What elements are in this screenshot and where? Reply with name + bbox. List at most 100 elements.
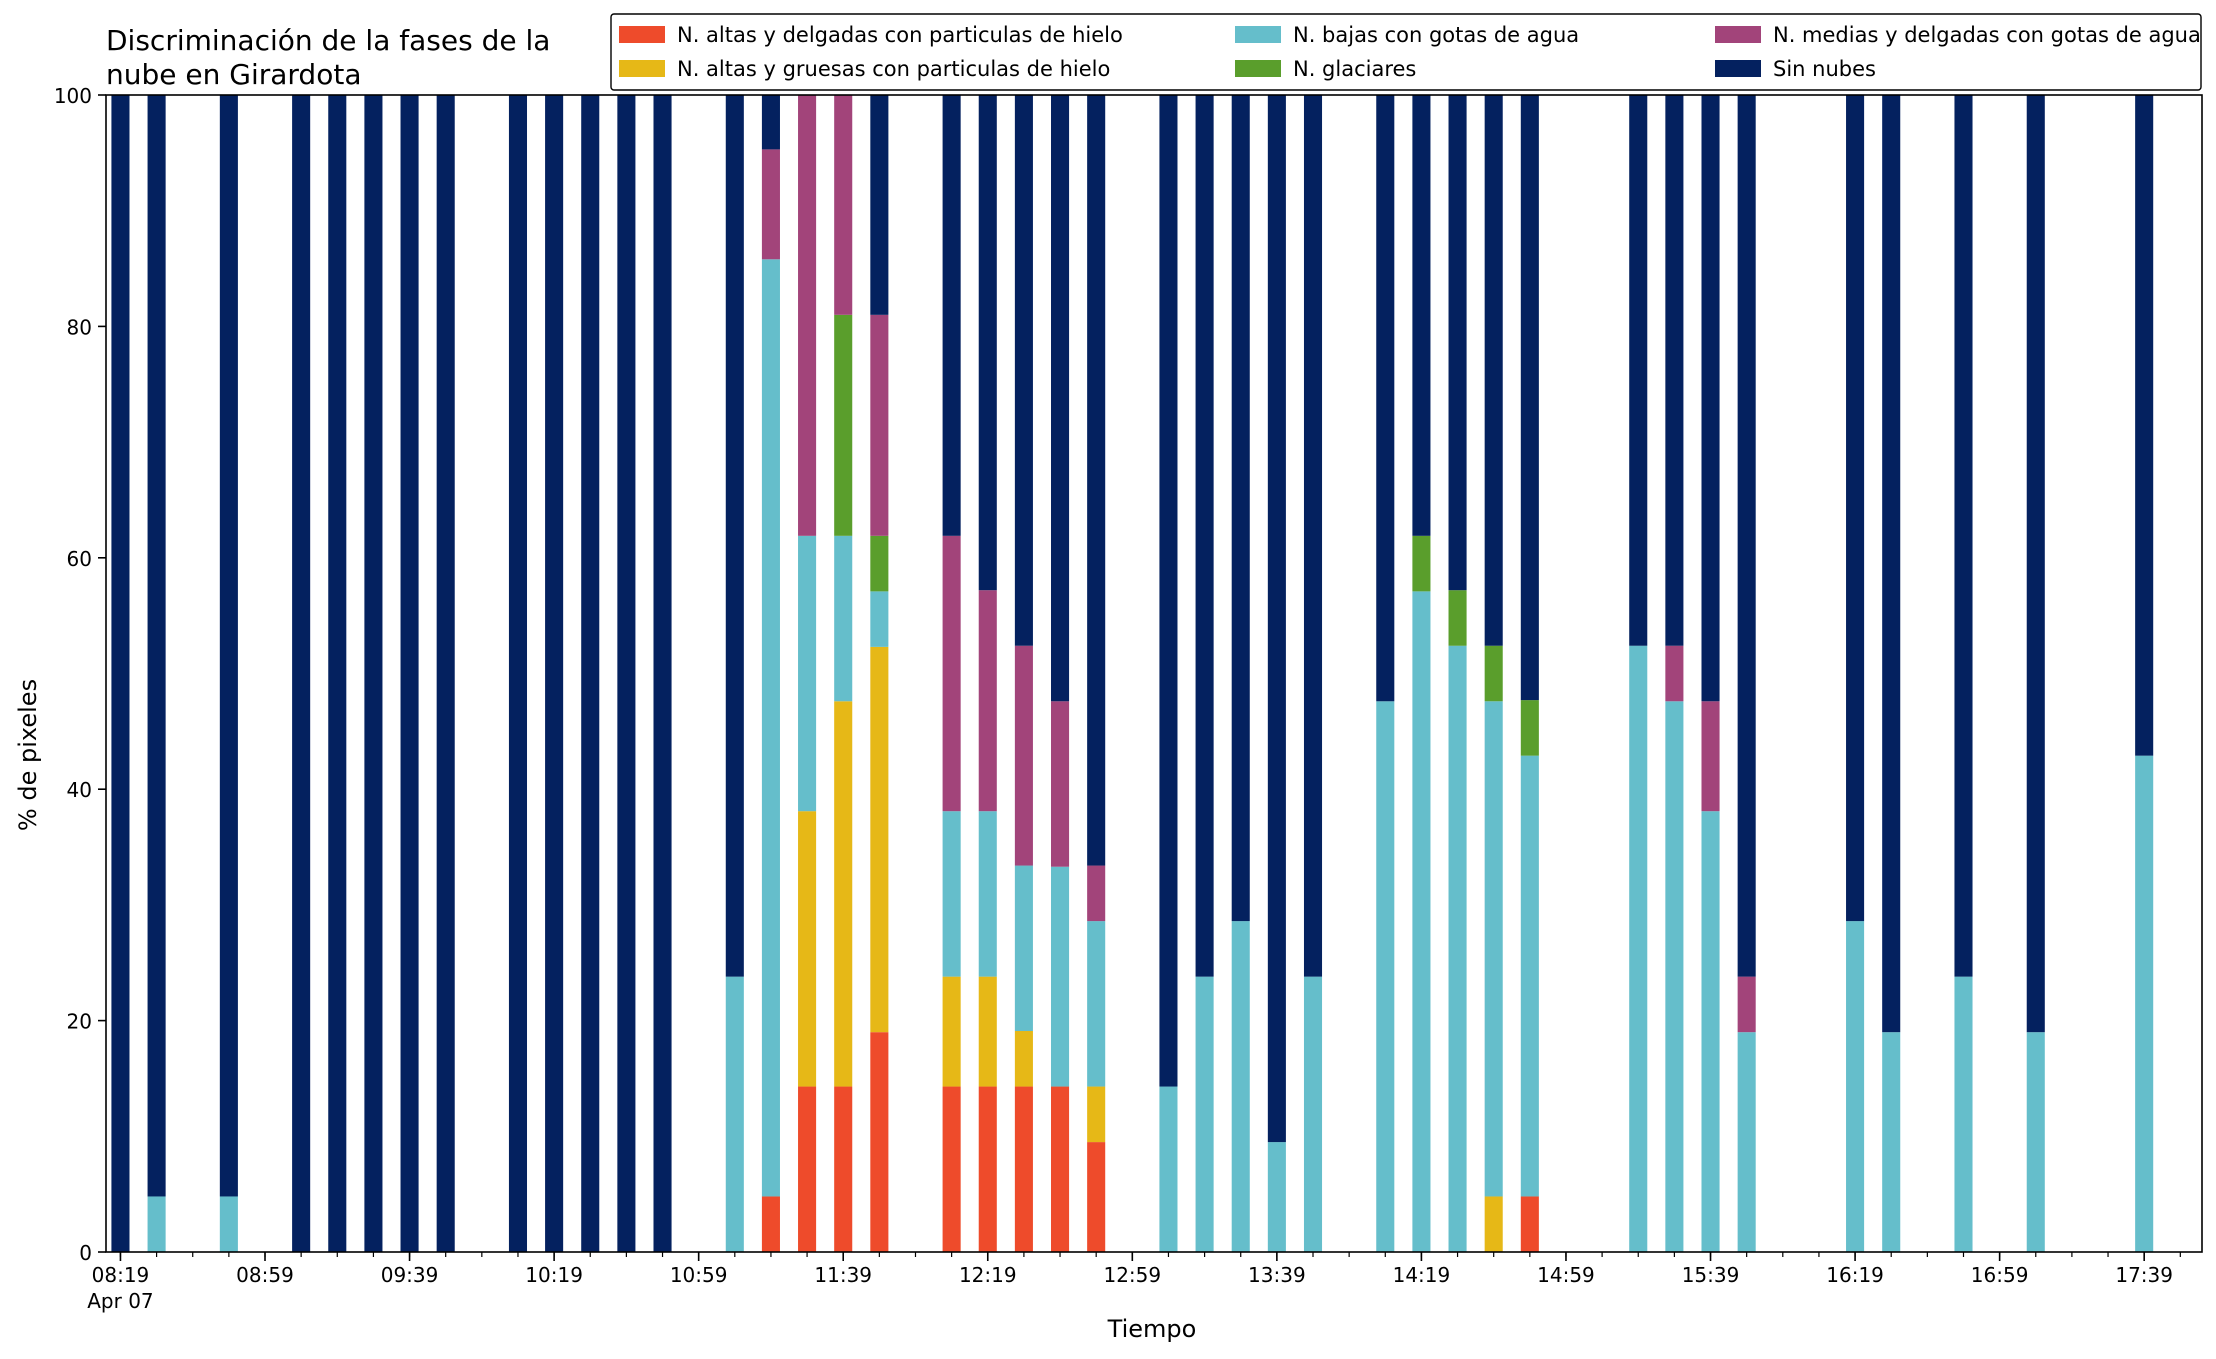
- bar-stack: [147, 95, 166, 1252]
- bar-segment: [1014, 645, 1033, 866]
- bar-segment: [1448, 645, 1467, 1252]
- bar-stack: [1195, 95, 1214, 1252]
- bar-stack: [1159, 95, 1178, 1252]
- bar-segment: [870, 95, 889, 315]
- bar-segment: [834, 701, 853, 1087]
- bar-stack: [219, 95, 238, 1252]
- bar-segment: [1484, 1196, 1503, 1252]
- bar-segment: [870, 646, 889, 1033]
- bar-segment: [1954, 976, 1973, 1252]
- bar-segment: [1484, 701, 1503, 1197]
- bar-segment: [978, 590, 997, 812]
- bar-segment: [1303, 95, 1323, 977]
- bar-segment: [1014, 95, 1033, 646]
- bar-segment: [1195, 95, 1214, 977]
- bar-stack: [1520, 95, 1539, 1252]
- legend-label: N. medias y delgadas con gotas de agua: [1773, 23, 2201, 47]
- legend-label: N. altas y delgadas con particulas de hi…: [677, 23, 1123, 47]
- x-tick-label: 17:39: [2115, 1263, 2173, 1287]
- x-axis-label: Tiempo: [1107, 1315, 1197, 1343]
- legend-label: N. bajas con gotas de agua: [1293, 23, 1579, 47]
- bar-stack: [1231, 95, 1250, 1252]
- chart-title: Discriminación de la fases de la nube en …: [106, 24, 550, 91]
- bar-segment: [1267, 1142, 1286, 1252]
- bar-stack: [870, 95, 889, 1252]
- bar-segment: [400, 95, 419, 1252]
- x-tick-label: 15:39: [1682, 1263, 1740, 1287]
- bar-segment: [2026, 95, 2045, 1033]
- bar-segment: [761, 149, 780, 260]
- bar-segment: [1231, 95, 1250, 922]
- bar-segment: [1484, 645, 1503, 702]
- bar-segment: [725, 976, 744, 1252]
- legend-swatch: [1715, 60, 1761, 77]
- bar-segment: [1014, 1031, 1033, 1087]
- x-tick-label: 09:39: [381, 1263, 439, 1287]
- legend-label: Sin nubes: [1773, 57, 1876, 81]
- bar-stack: [617, 95, 636, 1252]
- bar-stack: [1954, 95, 1973, 1252]
- bar-segment: [870, 535, 889, 592]
- bar-stack: [400, 95, 419, 1252]
- bar-segment: [2026, 1032, 2045, 1252]
- bar-segment: [1087, 865, 1106, 922]
- bar-segment: [1376, 95, 1395, 702]
- legend-item: N. altas y gruesas con particulas de hie…: [619, 57, 1110, 81]
- legend: N. altas y delgadas con particulas de hi…: [610, 13, 2202, 91]
- bar-stack: [1665, 95, 1684, 1252]
- bar-segment: [1448, 95, 1467, 591]
- bar-stack: [1376, 95, 1395, 1252]
- bar-segment: [942, 1086, 961, 1252]
- bar-segment: [364, 95, 383, 1252]
- bar-stack: [292, 95, 311, 1252]
- legend-item: Sin nubes: [1715, 57, 1876, 81]
- bar-stack: [1303, 95, 1323, 1252]
- bar-stack: [1629, 95, 1648, 1252]
- bar-segment: [798, 811, 817, 1087]
- bar-segment: [1014, 865, 1033, 1032]
- bar-segment: [147, 1196, 166, 1252]
- bar-segment: [1376, 701, 1395, 1252]
- bar-segment: [1701, 811, 1720, 1252]
- bar-segment: [1231, 921, 1250, 1252]
- bar-stack: [436, 95, 455, 1252]
- bar-segment: [1412, 95, 1431, 536]
- x-tick-label: 10:19: [525, 1263, 583, 1287]
- legend-swatch: [1715, 26, 1761, 43]
- bar-segment: [1665, 701, 1684, 1252]
- bar-segment: [1051, 701, 1070, 867]
- x-tick-label: 14:19: [1393, 1263, 1451, 1287]
- bars-layer: [111, 95, 2154, 1252]
- bar-segment: [581, 95, 600, 1252]
- bar-stack: [2026, 95, 2045, 1252]
- bar-segment: [761, 95, 780, 150]
- bar-segment: [1665, 645, 1684, 702]
- bar-segment: [870, 591, 889, 647]
- bar-segment: [1737, 1032, 1756, 1252]
- y-tick-label: 0: [79, 1241, 92, 1265]
- bar-segment: [219, 1196, 238, 1252]
- bar-segment: [1159, 1086, 1178, 1252]
- bar-stack: [1882, 95, 1901, 1252]
- x-tick-label: 16:19: [1826, 1263, 1884, 1287]
- bar-segment: [1737, 95, 1756, 977]
- bar-segment: [617, 95, 636, 1252]
- legend-item: N. glaciares: [1235, 57, 1416, 81]
- bar-segment: [1954, 95, 1973, 977]
- bar-stack: [2135, 95, 2154, 1252]
- x-tick-label: 12:19: [959, 1263, 1017, 1287]
- legend-label: N. altas y gruesas con particulas de hie…: [677, 57, 1110, 81]
- bar-segment: [147, 95, 166, 1197]
- bar-stack: [798, 95, 817, 1252]
- bar-segment: [292, 95, 311, 1252]
- bar-stack: [545, 95, 564, 1252]
- bar-segment: [1051, 866, 1070, 1087]
- plot-frame: [105, 94, 2203, 1253]
- bar-segment: [870, 314, 889, 536]
- legend-swatch: [1235, 26, 1281, 43]
- chart-title-line: nube en Girardota: [106, 58, 361, 91]
- bar-segment: [1087, 95, 1106, 866]
- legend-item: N. altas y delgadas con particulas de hi…: [619, 23, 1123, 47]
